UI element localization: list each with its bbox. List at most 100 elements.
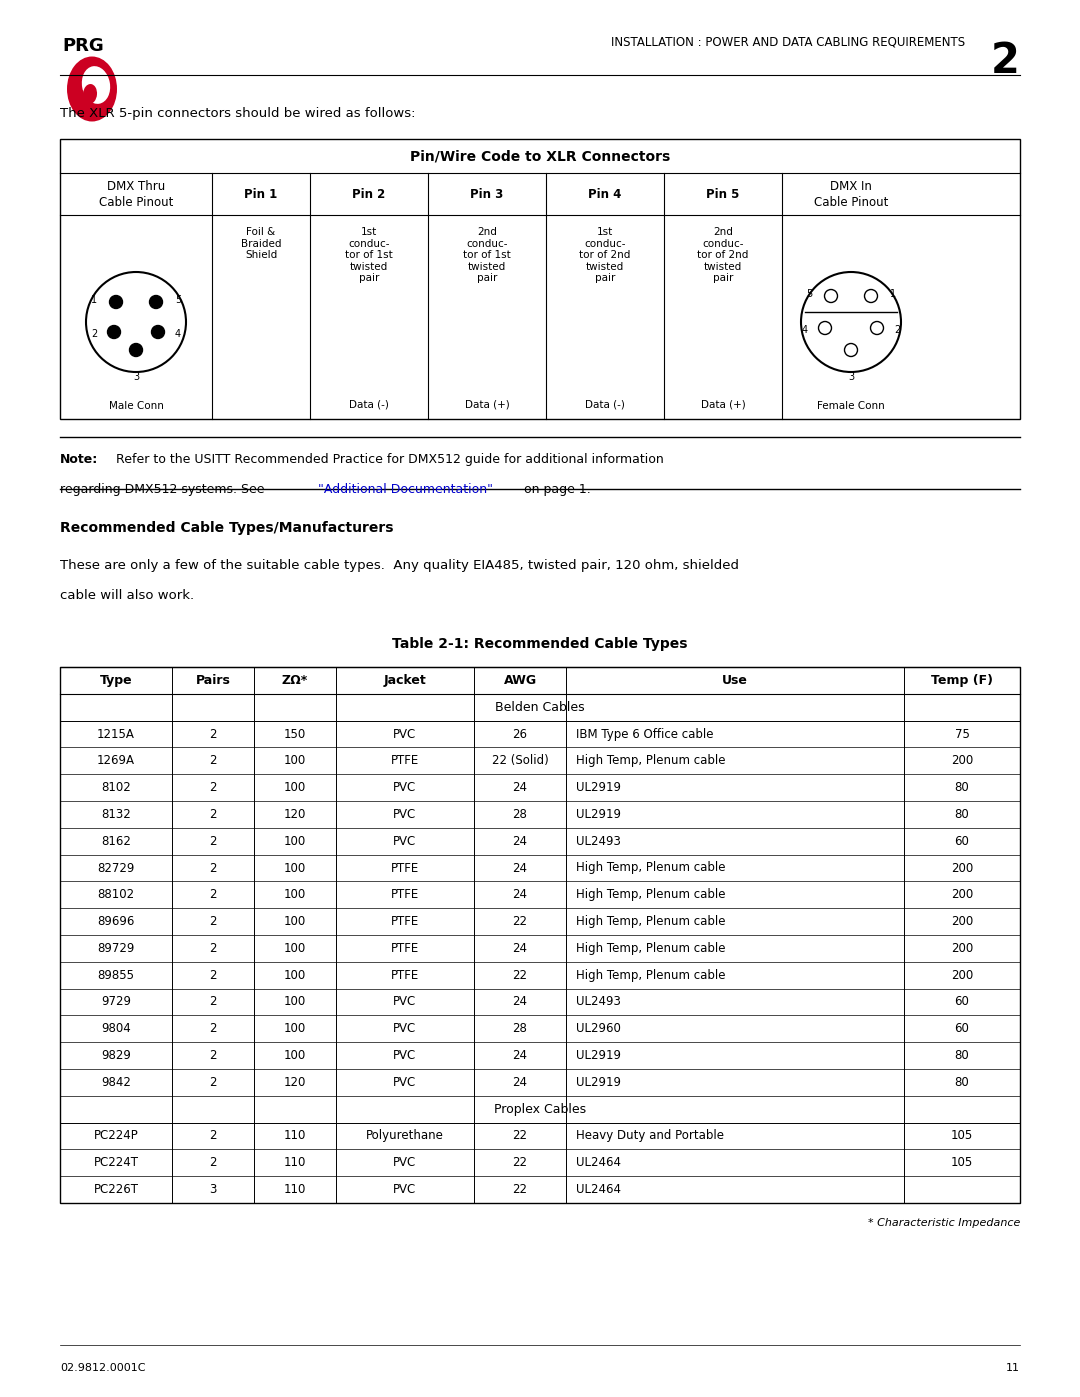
Text: Pin 1: Pin 1	[244, 187, 278, 201]
Text: Heavy Duty and Portable: Heavy Duty and Portable	[576, 1130, 724, 1143]
Bar	[60, 138, 1020, 419]
Circle shape	[149, 296, 162, 309]
Text: Use: Use	[723, 673, 748, 687]
Text: 200: 200	[950, 915, 973, 928]
Text: 2nd
conduc-
tor of 1st
twisted
pair: 2nd conduc- tor of 1st twisted pair	[463, 226, 511, 284]
Text: PVC: PVC	[393, 728, 417, 740]
Circle shape	[151, 326, 164, 338]
Text: INSTALLATION : POWER AND DATA CABLING REQUIREMENTS: INSTALLATION : POWER AND DATA CABLING RE…	[611, 35, 966, 47]
Text: UL2464: UL2464	[576, 1183, 621, 1196]
Text: regarding DMX512 systems. See: regarding DMX512 systems. See	[60, 483, 269, 496]
Text: 3: 3	[210, 1183, 217, 1196]
Text: * Characteristic Impedance: * Characteristic Impedance	[867, 1218, 1020, 1228]
Text: 24: 24	[513, 1076, 527, 1088]
Text: 89855: 89855	[97, 968, 135, 982]
Circle shape	[108, 326, 121, 338]
Text: 105: 105	[950, 1157, 973, 1169]
Text: PRG: PRG	[62, 36, 104, 54]
Text: 120: 120	[284, 1076, 307, 1088]
Text: 100: 100	[284, 996, 306, 1009]
Text: 80: 80	[955, 1049, 970, 1062]
Text: 9829: 9829	[102, 1049, 131, 1062]
Circle shape	[130, 344, 143, 356]
Text: PTFE: PTFE	[391, 754, 419, 767]
Text: Female Conn: Female Conn	[818, 401, 885, 411]
Text: 2: 2	[210, 888, 217, 901]
Text: High Temp, Plenum cable: High Temp, Plenum cable	[576, 942, 726, 956]
Text: PVC: PVC	[393, 1157, 417, 1169]
Text: 105: 105	[950, 1130, 973, 1143]
Text: DMX Thru
Cable Pinout: DMX Thru Cable Pinout	[98, 179, 173, 208]
Text: 8102: 8102	[102, 781, 131, 793]
Text: 4: 4	[802, 326, 808, 335]
Text: High Temp, Plenum cable: High Temp, Plenum cable	[576, 888, 726, 901]
Text: 8162: 8162	[102, 834, 131, 848]
Text: 24: 24	[513, 996, 527, 1009]
Text: Polyurethane: Polyurethane	[366, 1130, 444, 1143]
Text: 100: 100	[284, 1049, 306, 1062]
Text: 24: 24	[513, 862, 527, 875]
Text: 9804: 9804	[102, 1023, 131, 1035]
Text: 2: 2	[210, 1049, 217, 1062]
Text: UL2960: UL2960	[576, 1023, 621, 1035]
Text: 100: 100	[284, 1023, 306, 1035]
Text: 24: 24	[513, 942, 527, 956]
Text: PVC: PVC	[393, 1183, 417, 1196]
Text: 2: 2	[210, 728, 217, 740]
Text: Data (-): Data (-)	[349, 400, 389, 409]
Text: 2: 2	[210, 968, 217, 982]
Text: 2: 2	[210, 996, 217, 1009]
Text: 22: 22	[513, 1157, 527, 1169]
Text: 100: 100	[284, 942, 306, 956]
Text: Pin 4: Pin 4	[589, 187, 622, 201]
Text: 2: 2	[894, 326, 900, 335]
Text: 100: 100	[284, 888, 306, 901]
Text: UL2493: UL2493	[576, 834, 621, 848]
Circle shape	[109, 296, 122, 309]
Text: 75: 75	[955, 728, 970, 740]
Text: 2: 2	[210, 754, 217, 767]
Text: Proplex Cables: Proplex Cables	[494, 1102, 586, 1116]
Text: Pin 3: Pin 3	[471, 187, 503, 201]
Text: PC226T: PC226T	[94, 1183, 138, 1196]
Text: 2: 2	[210, 942, 217, 956]
Text: High Temp, Plenum cable: High Temp, Plenum cable	[576, 968, 726, 982]
Text: 89696: 89696	[97, 915, 135, 928]
Text: 24: 24	[513, 781, 527, 793]
Text: Pin/Wire Code to XLR Connectors: Pin/Wire Code to XLR Connectors	[410, 149, 670, 163]
Text: The XLR 5-pin connectors should be wired as follows:: The XLR 5-pin connectors should be wired…	[60, 108, 416, 120]
Text: 2: 2	[210, 1076, 217, 1088]
Text: Type: Type	[99, 673, 133, 687]
Text: 2: 2	[210, 781, 217, 793]
Text: 200: 200	[950, 968, 973, 982]
Text: UL2919: UL2919	[576, 807, 621, 821]
Text: Pairs: Pairs	[195, 673, 230, 687]
Text: Table 2-1: Recommended Cable Types: Table 2-1: Recommended Cable Types	[392, 637, 688, 651]
Text: UL2493: UL2493	[576, 996, 621, 1009]
Text: 82729: 82729	[97, 862, 135, 875]
Text: DMX In
Cable Pinout: DMX In Cable Pinout	[814, 179, 888, 208]
Bar	[60, 666, 1020, 1203]
Text: 5: 5	[806, 289, 812, 299]
Text: 100: 100	[284, 968, 306, 982]
Text: PC224P: PC224P	[94, 1130, 138, 1143]
Text: 200: 200	[950, 754, 973, 767]
Text: 2: 2	[210, 807, 217, 821]
Text: 110: 110	[284, 1130, 307, 1143]
Text: 11: 11	[1005, 1363, 1020, 1373]
Text: Male Conn: Male Conn	[109, 401, 163, 411]
Text: 2: 2	[210, 862, 217, 875]
Text: High Temp, Plenum cable: High Temp, Plenum cable	[576, 862, 726, 875]
Text: 80: 80	[955, 781, 970, 793]
Text: 80: 80	[955, 1076, 970, 1088]
Text: on page 1.: on page 1.	[519, 483, 591, 496]
Text: 5: 5	[175, 295, 181, 305]
Text: 8132: 8132	[102, 807, 131, 821]
Text: 02.9812.0001C: 02.9812.0001C	[60, 1363, 146, 1373]
Text: 24: 24	[513, 834, 527, 848]
Text: 3: 3	[848, 372, 854, 381]
Text: Refer to the USITT Recommended Practice for DMX512 guide for additional informat: Refer to the USITT Recommended Practice …	[108, 453, 664, 467]
Text: 22: 22	[513, 968, 527, 982]
Text: 200: 200	[950, 862, 973, 875]
Text: PTFE: PTFE	[391, 862, 419, 875]
